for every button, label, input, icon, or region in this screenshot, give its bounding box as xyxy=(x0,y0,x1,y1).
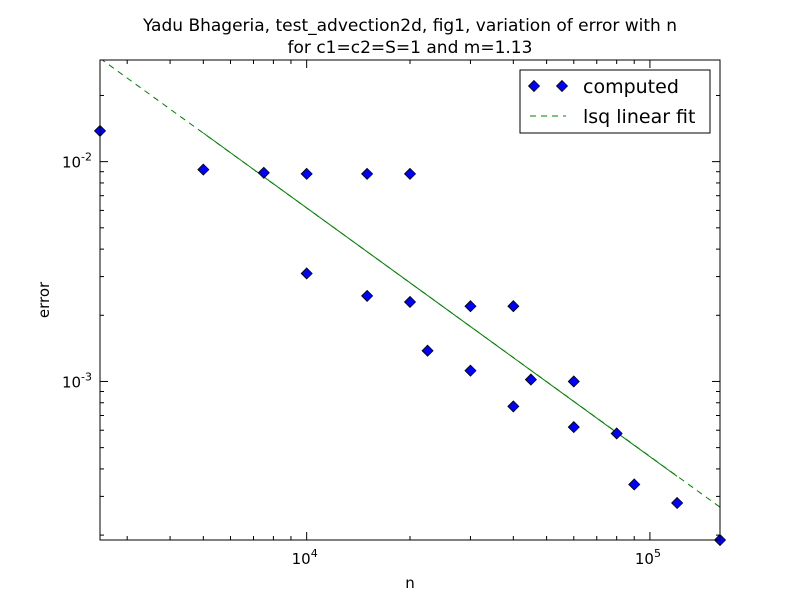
data-point-6 xyxy=(300,267,313,280)
fit-line-solid xyxy=(203,132,678,477)
legend-label-fit: lsq linear fit xyxy=(583,106,695,128)
x-axis-label: n xyxy=(405,574,415,592)
data-point-14 xyxy=(567,375,580,388)
data-point-13 xyxy=(524,373,537,386)
legend-marker-computed-2 xyxy=(555,79,569,93)
data-point-17 xyxy=(610,427,623,440)
data-point-12 xyxy=(464,364,477,377)
data-point-7 xyxy=(361,289,374,302)
y-tick-label-0: 10-2 xyxy=(62,151,92,172)
legend: computed lsq linear fit xyxy=(519,69,711,134)
data-point-11 xyxy=(421,344,434,357)
y-tick-label-1: 10-3 xyxy=(62,370,92,391)
data-point-1 xyxy=(197,163,210,176)
data-point-4 xyxy=(361,167,374,180)
data-point-19 xyxy=(671,496,684,510)
x-tick-label-1: 105 xyxy=(635,547,661,568)
legend-box xyxy=(519,69,711,134)
legend-label-computed: computed xyxy=(583,76,679,98)
data-point-5 xyxy=(403,167,417,180)
data-point-10 xyxy=(507,300,520,313)
data-point-16 xyxy=(567,421,580,434)
x-tick-label-0: 104 xyxy=(292,547,318,568)
data-point-3 xyxy=(300,167,313,180)
y-axis-label: error xyxy=(35,281,53,318)
chart-title-line-2: for c1=c2=S=1 and m=1.13 xyxy=(288,38,533,58)
data-point-8 xyxy=(403,295,417,309)
chart-title-line-1: Yadu Bhageria, test_advection2d, fig1, v… xyxy=(142,16,677,36)
x-axis: 104 105 xyxy=(126,60,661,568)
data-point-2 xyxy=(257,166,270,179)
y-axis: 10-2 10-3 xyxy=(62,94,720,536)
data-point-18 xyxy=(628,478,641,491)
legend-marker-computed-1 xyxy=(527,79,541,93)
data-point-9 xyxy=(464,300,477,313)
chart-title: Yadu Bhageria, test_advection2d, fig1, v… xyxy=(142,16,677,58)
data-point-15 xyxy=(507,400,520,413)
